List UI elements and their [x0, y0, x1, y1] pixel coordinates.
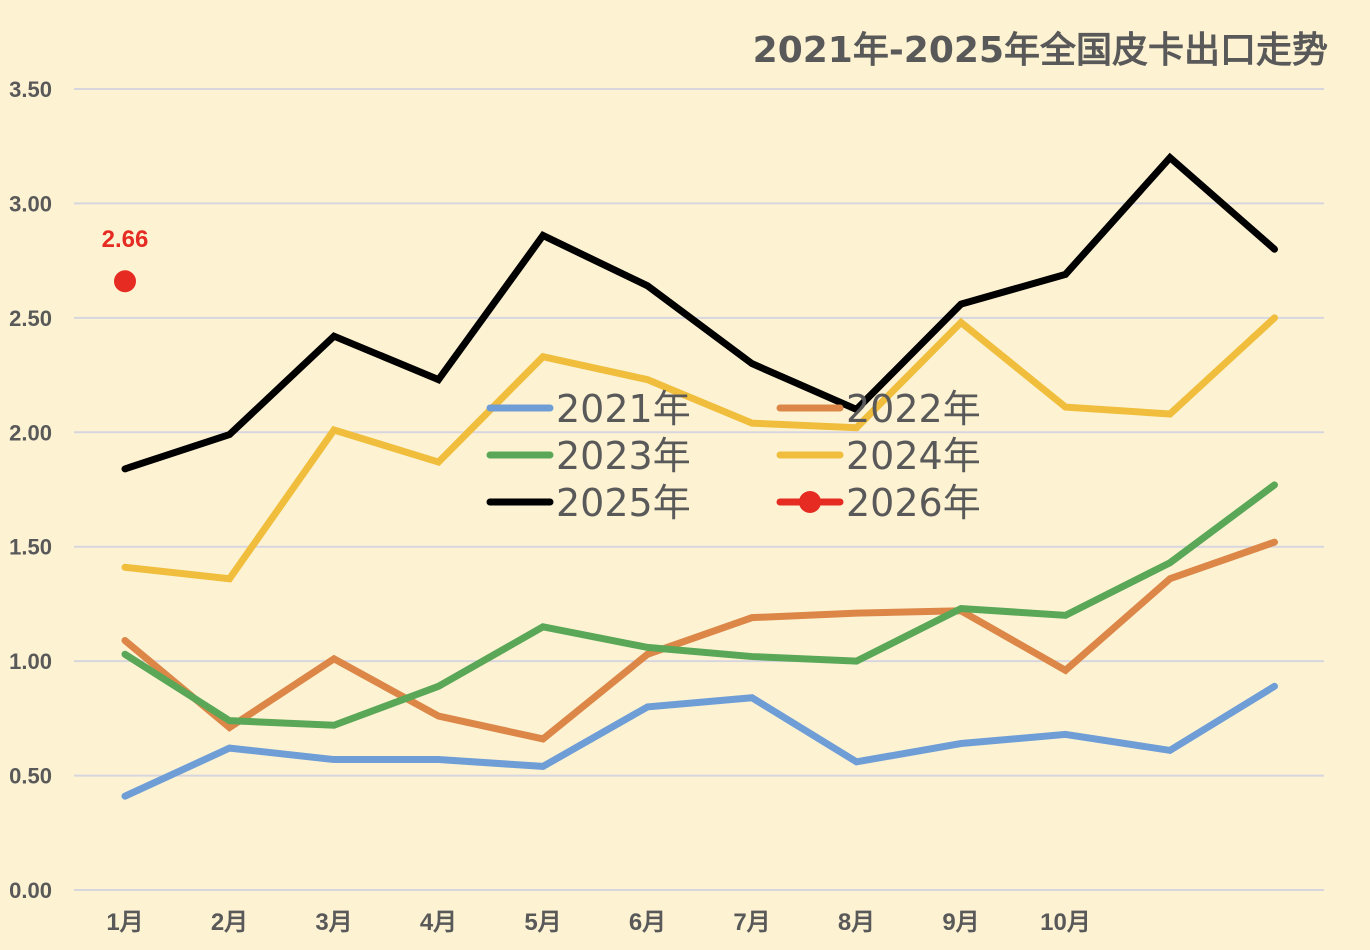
x-tick-label: 10月: [1040, 909, 1091, 936]
x-tick-label: 4月: [420, 909, 457, 936]
x-axis: 1月 2月 3月 4月 5月 6月 7月 8月 9月 10月: [106, 909, 1091, 936]
y-tick-label: 3.00: [9, 191, 52, 216]
series-lines: [114, 152, 1278, 800]
series-line-2025: [121, 152, 1278, 473]
y-tick-label: 2.50: [9, 306, 52, 331]
legend-item: 2022年: [776, 387, 981, 431]
y-tick-label: 2.00: [9, 420, 52, 445]
gridlines: [74, 88, 1324, 891]
y-axis: 0.00 0.50 1.00 1.50 2.00 2.50 3.00 3.50: [9, 77, 52, 903]
y-tick-label: 0.00: [9, 878, 52, 903]
x-tick-label: 7月: [733, 909, 770, 936]
series-line-2024: [121, 314, 1278, 583]
legend-item: 2023年: [486, 434, 691, 478]
y-tick-label: 1.50: [9, 535, 52, 560]
legend-label: 2021年: [556, 387, 691, 431]
legend-marker: [799, 491, 821, 513]
x-tick-label: 5月: [524, 909, 561, 936]
legend-label: 2024年: [846, 434, 981, 478]
legend-item: 2021年: [486, 387, 691, 431]
legend-label: 2023年: [556, 434, 691, 478]
legend-item: 2026年: [776, 481, 981, 525]
y-tick-label: 1.00: [9, 649, 52, 674]
series-line-2021: [121, 682, 1278, 800]
legend: 2021年 2022年 2023年 2024年 2025年 2026年: [486, 387, 981, 525]
legend-label: 2026年: [846, 481, 981, 525]
legend-label: 2022年: [846, 387, 981, 431]
x-tick-label: 6月: [629, 909, 666, 936]
series-2026-marker: [114, 270, 136, 293]
y-tick-label: 0.50: [9, 764, 52, 789]
x-tick-label: 1月: [106, 909, 143, 936]
x-tick-label: 3月: [315, 909, 352, 936]
y-tick-label: 3.50: [9, 77, 52, 102]
series-line-2022: [121, 538, 1278, 743]
legend-item: 2024年: [776, 434, 981, 478]
chart-title: 2021年-2025年全国皮卡出口走势: [753, 29, 1328, 71]
x-tick-label: 2月: [211, 909, 248, 936]
legend-item: 2025年: [486, 481, 691, 525]
legend-label: 2025年: [556, 481, 691, 525]
x-tick-label: 9月: [942, 909, 979, 936]
x-tick-label: 8月: [838, 909, 875, 936]
data-labels: 2.66: [102, 226, 149, 253]
data-label: 2.66: [102, 226, 149, 253]
series-line-2023: [121, 481, 1278, 729]
